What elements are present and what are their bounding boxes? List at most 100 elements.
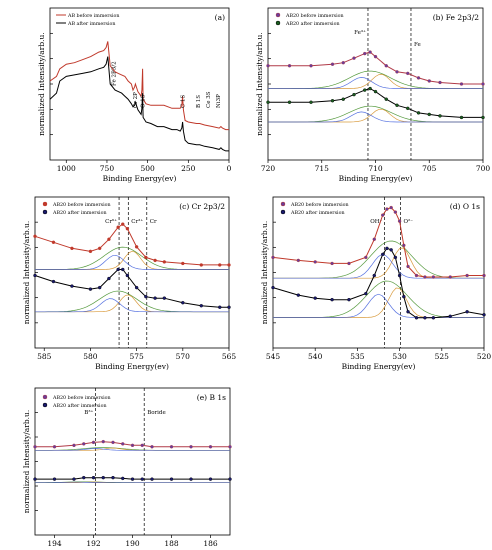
data-point [416, 111, 421, 115]
data-point [116, 225, 120, 229]
x-tick-label: 705 [422, 164, 437, 173]
data-point [150, 445, 154, 449]
legend-marker [275, 20, 281, 26]
x-tick-label: 575 [129, 352, 144, 361]
data-point [381, 252, 385, 257]
data-point [70, 284, 74, 288]
data-point [448, 314, 452, 318]
peak-annotation: Ce 3S [206, 91, 212, 108]
data-point [33, 273, 37, 278]
data-point [296, 258, 301, 263]
data-point [153, 296, 157, 300]
data-point [121, 476, 125, 481]
panel-1: 1000 750 500 250 0 Binding Energy(ev) normaliz… [37, 7, 232, 183]
data-point [406, 264, 410, 269]
data-point [459, 115, 464, 120]
data-point [465, 273, 469, 278]
reference-line-label: Fe³⁺ [354, 29, 366, 36]
y-axis-label: normalized Intensity/arb.u. [260, 221, 269, 324]
legend-entry: AB20 after immersion [52, 210, 107, 216]
data-point [140, 477, 144, 481]
x-tick-label: 0 [227, 164, 232, 173]
data-point [97, 285, 102, 290]
data-point [101, 439, 105, 444]
data-point [33, 477, 37, 481]
data-point [130, 443, 135, 448]
data-point [107, 276, 111, 281]
panel-label: (c) Cr 2p3/2 [179, 202, 225, 211]
x-axis-label: Binding Energy(ev) [95, 362, 169, 371]
legend-entry: AB20 before immersion [52, 395, 111, 401]
data-point [116, 267, 120, 272]
x-tick-label: 710 [368, 164, 383, 173]
data-point [481, 82, 485, 86]
data-point [208, 445, 213, 449]
data-point [397, 273, 402, 278]
data-point [208, 477, 213, 481]
data-point [309, 100, 313, 104]
data-point [101, 475, 105, 480]
y-axis-label: normalized Intensity/arb.u. [255, 32, 264, 135]
data-point [150, 477, 154, 481]
data-point [228, 445, 232, 449]
legend-marker [42, 394, 48, 400]
data-point [368, 86, 372, 91]
peak-annotation: Cr 2P [133, 92, 139, 108]
data-point [121, 222, 125, 226]
data-point [482, 273, 486, 278]
data-point [271, 255, 275, 260]
data-point [51, 279, 56, 284]
data-point [389, 248, 393, 252]
legend-marker [280, 201, 286, 207]
panel-label: (d) O 1s [450, 202, 480, 211]
data-point [395, 70, 399, 74]
data-point [169, 477, 174, 481]
data-point [341, 97, 345, 101]
data-point [347, 261, 351, 266]
data-point [296, 293, 301, 297]
reference-line-label: Cr [150, 219, 157, 225]
panel-label: (b) Fe 2p3/2 [433, 13, 480, 22]
x-tick-label: 700 [476, 164, 491, 173]
data-point [352, 92, 356, 97]
y-axis-label: normalized Intensity/arb.u. [37, 32, 46, 135]
data-point [51, 240, 56, 245]
data-point [121, 442, 125, 446]
peak-annotation: C 1S [181, 95, 187, 108]
legend-entry: AB20 before immersion [290, 202, 349, 208]
x-tick-label: 750 [100, 164, 115, 173]
x-tick-label: 545 [266, 352, 281, 361]
panel-label: (a) [215, 13, 225, 22]
data-point [448, 275, 452, 279]
data-point [91, 440, 96, 445]
data-point [162, 296, 167, 300]
x-tick-label: 500 [140, 164, 155, 173]
data-point [125, 273, 130, 278]
data-point [402, 294, 406, 299]
legend-marker [275, 12, 281, 18]
legend-marker [42, 209, 48, 215]
x-axis-label: Binding Energy(ev) [342, 362, 416, 371]
data-point [414, 316, 419, 320]
data-point [181, 261, 185, 266]
x-axis-label: Binding Energy(ev) [339, 174, 413, 183]
data-point [266, 100, 270, 104]
data-point [33, 445, 37, 449]
data-point [416, 76, 421, 80]
data-point [162, 260, 167, 264]
legend-marker [42, 201, 48, 207]
peak-annotation: B 1S [196, 95, 202, 108]
data-point [134, 245, 139, 249]
reference-line-label: Fe [414, 42, 421, 48]
legend-entry: AB before immersion [67, 13, 119, 19]
data-point [33, 234, 37, 238]
data-point [82, 442, 86, 446]
data-point [364, 255, 368, 260]
reference-line-label: Boride [147, 410, 166, 416]
legend-entry: AB20 after immersion [290, 210, 345, 216]
data-point [402, 243, 406, 248]
panel-2: 720 715 710 705 700 Binding Energy(ev) normali… [255, 7, 491, 183]
data-point [431, 316, 436, 320]
data-point [70, 246, 74, 251]
